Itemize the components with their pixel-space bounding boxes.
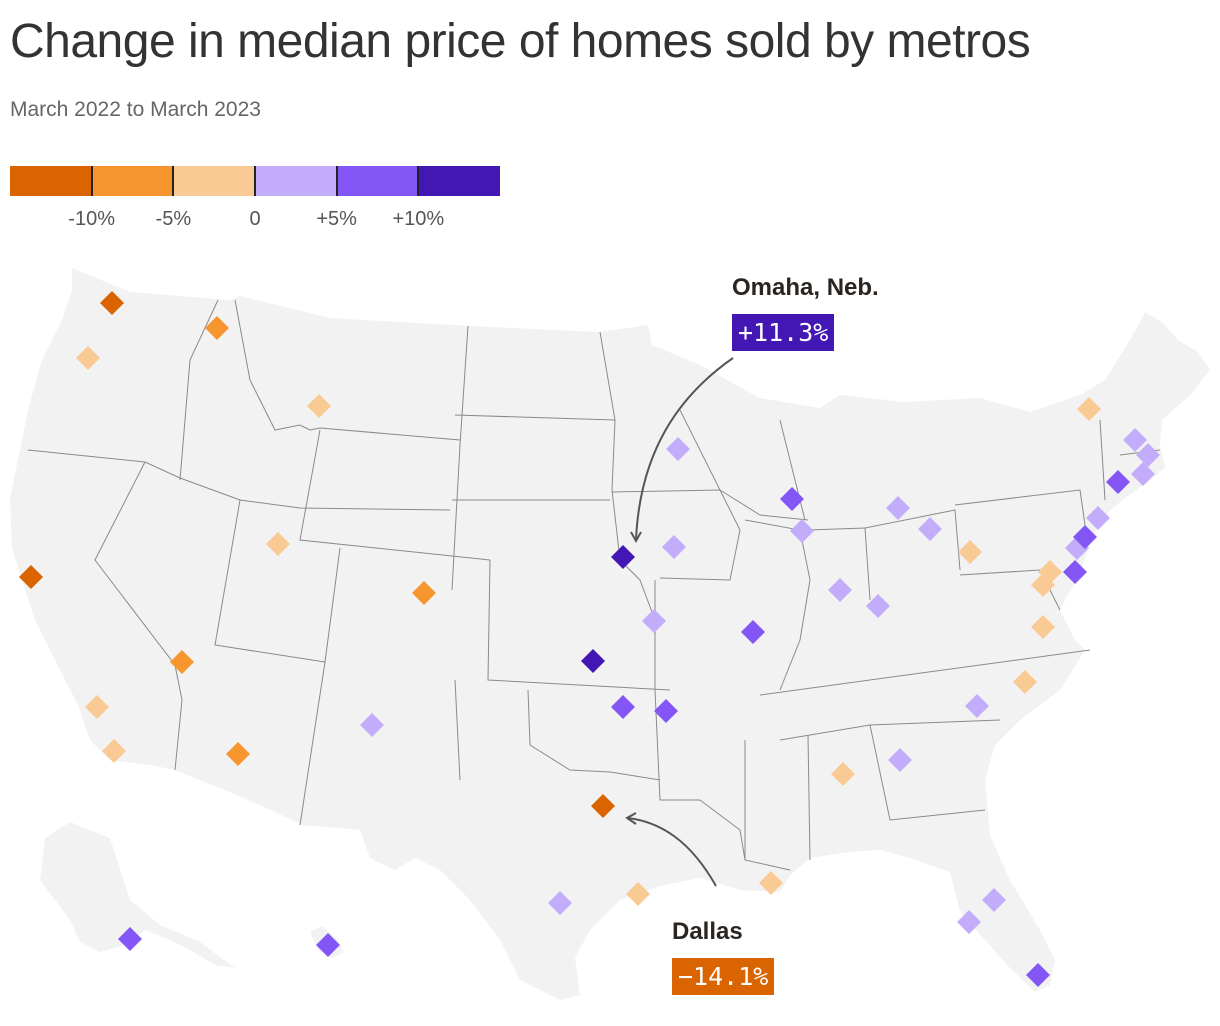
metro-marker <box>1063 560 1087 584</box>
legend-tick-label: -10% <box>68 208 116 230</box>
metro-marker <box>866 594 890 618</box>
metro-marker <box>982 888 1006 912</box>
metro-marker <box>1077 397 1101 421</box>
metro-marker <box>226 742 250 766</box>
omaha-label: Omaha, Neb. <box>732 274 879 301</box>
dallas-label: Dallas <box>672 918 743 945</box>
legend-tick <box>254 166 256 196</box>
metro-marker <box>1123 428 1147 452</box>
metro-marker <box>307 394 331 418</box>
legend-swatch <box>336 166 419 196</box>
metro-marker <box>828 578 852 602</box>
metro-marker <box>1038 560 1062 584</box>
metro-marker <box>958 540 982 564</box>
metro-marker <box>611 695 635 719</box>
metro-marker <box>611 545 635 569</box>
legend-tick-label: 0 <box>249 208 261 230</box>
metro-marker <box>85 695 109 719</box>
land-area <box>10 268 1210 1000</box>
omaha-arrow <box>635 357 734 541</box>
metro-marker <box>1073 525 1097 549</box>
omaha-value-badge: +11.3% <box>732 314 835 351</box>
dallas-arrow <box>627 817 717 887</box>
metro-marker <box>19 565 43 589</box>
legend-swatch <box>418 166 501 196</box>
metro-marker <box>266 532 290 556</box>
omaha-arrowhead <box>630 531 642 544</box>
metro-marker <box>205 316 229 340</box>
legend-tick-label: -5% <box>155 208 192 230</box>
color-legend: -10% -5% 0 +5% +10% <box>10 166 501 230</box>
legend-tick <box>335 166 338 196</box>
legend-color-bar <box>10 166 501 196</box>
metro-marker <box>918 517 942 541</box>
metro-marker <box>965 694 989 718</box>
metro-marker <box>316 933 340 957</box>
legend-tick-label: +5% <box>316 208 357 230</box>
metro-marker <box>662 535 686 559</box>
dallas-callout: Dallas −14.1% <box>672 918 775 995</box>
metro-marker <box>626 882 650 906</box>
metro-marker <box>1031 615 1055 639</box>
legend-tick <box>172 166 175 196</box>
metro-marker <box>100 291 124 315</box>
metro-marker <box>790 519 814 543</box>
metro-marker <box>666 437 690 461</box>
metro-marker <box>957 910 981 934</box>
metro-marker <box>1086 506 1110 530</box>
metro-marker <box>76 346 100 370</box>
legend-swatch <box>255 166 337 196</box>
page-title: Change in median price of homes sold by … <box>10 15 1031 68</box>
metro-marker <box>548 891 572 915</box>
state-borders <box>27 299 1161 871</box>
metro-marker <box>886 496 910 520</box>
metro-marker <box>1131 462 1155 486</box>
metro-marker <box>1106 470 1130 494</box>
dallas-arrowhead <box>625 812 637 825</box>
legend-tick-label: +10% <box>392 208 445 230</box>
omaha-callout: Omaha, Neb. +11.3% <box>732 274 879 351</box>
legend-tick <box>90 166 93 196</box>
legend-swatch <box>10 166 92 196</box>
metro-marker <box>1026 963 1050 987</box>
legend-swatch <box>91 166 174 196</box>
metro-marker <box>360 713 384 737</box>
metro-marker <box>888 748 912 772</box>
metro-marker <box>1136 443 1160 467</box>
metro-marker <box>759 871 783 895</box>
dallas-value-badge: −14.1% <box>672 958 775 995</box>
metro-marker <box>741 620 765 644</box>
metro-marker <box>412 581 436 605</box>
metro-marker <box>642 609 666 633</box>
legend-swatch <box>173 166 256 196</box>
legend-tick <box>417 166 420 196</box>
metro-marker <box>102 739 126 763</box>
metro-marker <box>170 650 194 674</box>
metro-marker <box>118 927 142 951</box>
us-map <box>10 268 1210 1000</box>
callout-arrows <box>625 357 734 887</box>
metro-marker <box>1013 670 1037 694</box>
metro-markers <box>19 291 1160 987</box>
metro-marker <box>831 762 855 786</box>
metro-marker <box>591 794 615 818</box>
metro-marker <box>780 487 804 511</box>
metro-marker <box>581 649 605 673</box>
page-subtitle: March 2022 to March 2023 <box>10 98 261 121</box>
metro-marker <box>654 699 678 723</box>
